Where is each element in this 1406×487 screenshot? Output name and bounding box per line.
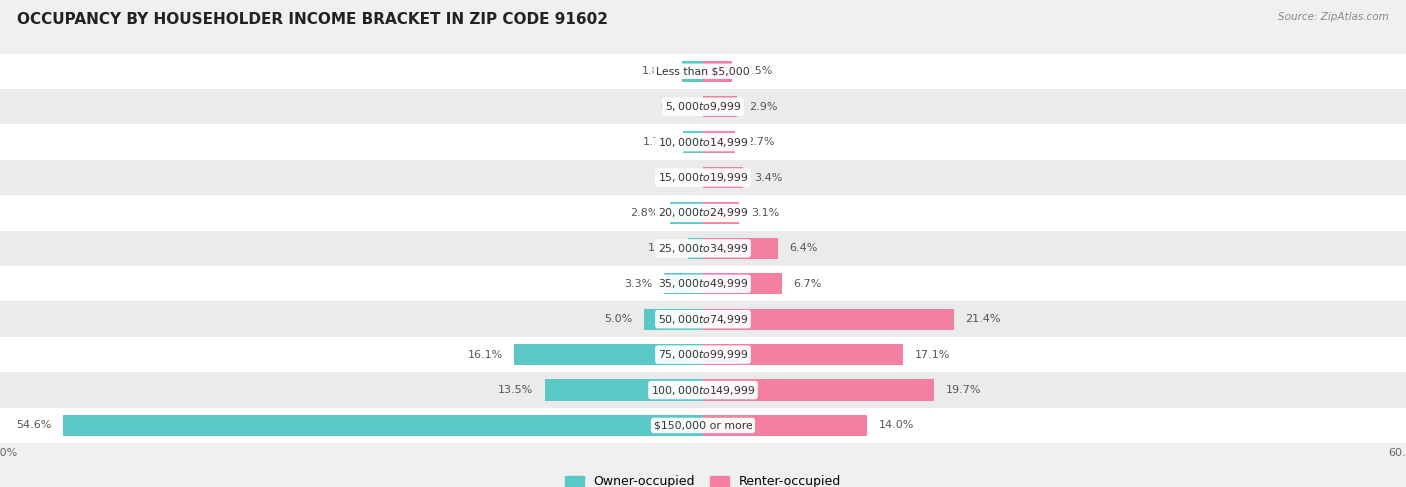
- Legend: Owner-occupied, Renter-occupied: Owner-occupied, Renter-occupied: [560, 470, 846, 487]
- Bar: [644, 309, 703, 330]
- Text: Less than $5,000: Less than $5,000: [657, 66, 749, 76]
- Bar: [703, 202, 740, 224]
- Bar: [0, 231, 1406, 266]
- Bar: [0, 337, 1406, 373]
- Text: 21.4%: 21.4%: [966, 314, 1001, 324]
- Text: $35,000 to $49,999: $35,000 to $49,999: [658, 277, 748, 290]
- Bar: [703, 415, 868, 436]
- Text: Source: ZipAtlas.com: Source: ZipAtlas.com: [1278, 12, 1389, 22]
- Text: 17.1%: 17.1%: [915, 350, 950, 359]
- Text: 19.7%: 19.7%: [945, 385, 981, 395]
- Bar: [688, 238, 703, 259]
- Bar: [703, 344, 904, 365]
- Bar: [0, 408, 1406, 443]
- Bar: [546, 379, 703, 401]
- Text: 13.5%: 13.5%: [498, 385, 533, 395]
- Bar: [0, 195, 1406, 231]
- Text: OCCUPANCY BY HOUSEHOLDER INCOME BRACKET IN ZIP CODE 91602: OCCUPANCY BY HOUSEHOLDER INCOME BRACKET …: [17, 12, 607, 27]
- Text: 0.0%: 0.0%: [661, 102, 689, 112]
- Text: 6.4%: 6.4%: [790, 244, 818, 253]
- Bar: [0, 89, 1406, 124]
- Text: 3.4%: 3.4%: [755, 172, 783, 183]
- Text: 2.8%: 2.8%: [630, 208, 658, 218]
- Bar: [703, 309, 953, 330]
- Text: 6.7%: 6.7%: [793, 279, 821, 289]
- Text: 5.0%: 5.0%: [605, 314, 633, 324]
- Bar: [515, 344, 703, 365]
- Text: 1.3%: 1.3%: [648, 244, 676, 253]
- Bar: [703, 273, 782, 295]
- Bar: [683, 131, 703, 153]
- Bar: [0, 301, 1406, 337]
- Text: 3.1%: 3.1%: [751, 208, 779, 218]
- Bar: [682, 61, 703, 82]
- Bar: [0, 266, 1406, 301]
- Bar: [703, 379, 934, 401]
- Text: 2.7%: 2.7%: [747, 137, 775, 147]
- Text: $20,000 to $24,999: $20,000 to $24,999: [658, 206, 748, 220]
- Text: $150,000 or more: $150,000 or more: [654, 420, 752, 431]
- Bar: [703, 96, 737, 117]
- Text: 1.8%: 1.8%: [641, 66, 671, 76]
- Text: 16.1%: 16.1%: [467, 350, 503, 359]
- Bar: [703, 167, 742, 188]
- Text: 54.6%: 54.6%: [17, 420, 52, 431]
- Text: 2.5%: 2.5%: [744, 66, 772, 76]
- Text: 1.7%: 1.7%: [643, 137, 672, 147]
- Text: $15,000 to $19,999: $15,000 to $19,999: [658, 171, 748, 184]
- Text: 14.0%: 14.0%: [879, 420, 914, 431]
- Text: 0.0%: 0.0%: [661, 172, 689, 183]
- Text: $25,000 to $34,999: $25,000 to $34,999: [658, 242, 748, 255]
- Bar: [63, 415, 703, 436]
- Bar: [703, 61, 733, 82]
- Bar: [665, 273, 703, 295]
- Text: $75,000 to $99,999: $75,000 to $99,999: [658, 348, 748, 361]
- Bar: [703, 238, 778, 259]
- Bar: [0, 124, 1406, 160]
- Text: 3.3%: 3.3%: [624, 279, 652, 289]
- Bar: [671, 202, 703, 224]
- Bar: [703, 131, 734, 153]
- Text: $50,000 to $74,999: $50,000 to $74,999: [658, 313, 748, 326]
- Text: 2.9%: 2.9%: [749, 102, 778, 112]
- Bar: [0, 54, 1406, 89]
- Bar: [0, 373, 1406, 408]
- Text: $100,000 to $149,999: $100,000 to $149,999: [651, 384, 755, 396]
- Text: $5,000 to $9,999: $5,000 to $9,999: [665, 100, 741, 113]
- Text: $10,000 to $14,999: $10,000 to $14,999: [658, 135, 748, 149]
- Bar: [0, 160, 1406, 195]
